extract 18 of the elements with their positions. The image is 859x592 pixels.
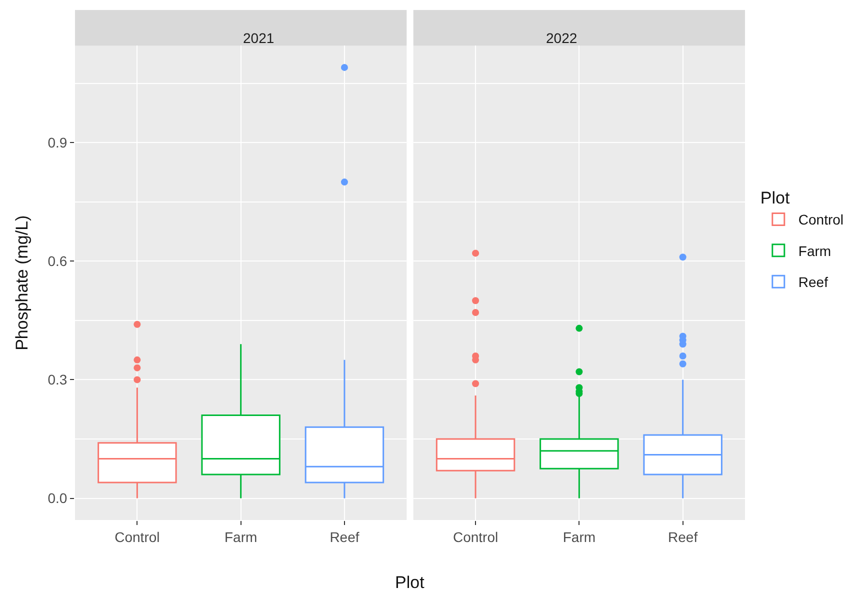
legend-label: Control	[798, 212, 844, 228]
x-tick-label: Control	[452, 528, 498, 545]
y-tick-label: 0.0	[48, 490, 68, 506]
x-tick-label: Reef	[668, 528, 698, 545]
y-tick-label: 0.9	[48, 134, 68, 150]
y-tick-label: 0.6	[48, 253, 68, 270]
x-tick-label: Control	[114, 528, 160, 545]
legend-label: Farm	[798, 242, 832, 259]
chart-title: 2022	[546, 30, 578, 46]
y-tick-label: 0.3	[48, 372, 68, 388]
x-tick-label: Farm	[562, 528, 596, 545]
legend-title: Plot	[760, 188, 790, 208]
chart-title: 2021	[243, 30, 274, 46]
x-tick-label: Farm	[224, 528, 258, 545]
legend-label: Reef	[798, 274, 828, 290]
x-axis-title: Plot	[395, 573, 425, 592]
y-axis-title: Phosphate (mg/L)	[12, 215, 32, 350]
x-tick-label: Reef	[330, 528, 360, 545]
